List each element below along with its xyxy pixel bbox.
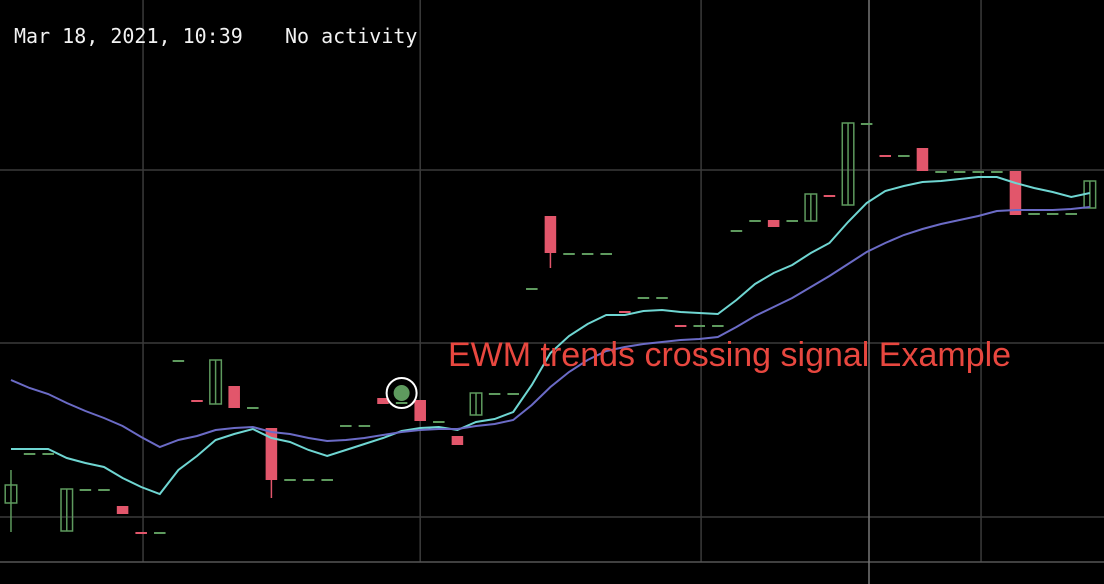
ewm-line [10,206,1090,449]
candle-body [712,325,724,327]
candle-body [321,479,333,481]
candle-body [563,253,575,255]
candle-body [879,155,892,157]
signal-ring [385,377,418,409]
annotation: EWM trends crossing signal Example [448,336,1011,374]
candle-body [507,393,519,395]
marks [4,122,1097,534]
candle-body [116,506,129,514]
candle-body [841,122,855,206]
candle-body [60,488,74,532]
candle-body [600,253,612,255]
candle-body [414,400,426,421]
candle-body [135,532,147,534]
candle-body [42,453,54,455]
candle-body [898,155,910,157]
signal-dot [393,385,410,401]
candle-body [79,489,92,491]
candle-body [693,325,705,327]
candle-body [823,195,836,197]
candle-body [469,392,483,416]
candle-body [916,148,929,171]
candle-body [804,193,818,222]
candle-body [265,428,278,480]
candle-body [98,489,110,491]
candle-body [656,297,668,299]
candle-body [358,425,371,427]
candle-body [935,171,947,173]
candle-body [1065,213,1078,215]
candle-body [991,171,1003,173]
candle-body [395,402,408,404]
candle-body [340,425,352,427]
candle-body [209,359,223,405]
ewm-line [10,176,1091,496]
candle-body [1046,213,1059,215]
candle-body [581,253,594,255]
candle-body [488,393,501,395]
candle-body [786,220,799,222]
candle-body [247,407,259,409]
candle-body [23,453,36,455]
grid [0,0,1104,562]
candle-body [619,311,631,313]
candle-body [953,171,966,173]
candle-body [730,230,743,232]
candle-body [1009,171,1022,215]
candle-body [544,216,557,253]
candle-body [302,479,315,481]
timestamp: Mar 18, 2021, 10:39 [14,24,243,48]
candle-body [972,171,985,173]
candle-body [433,421,445,423]
candle-body [172,360,185,362]
candle-body [284,479,296,481]
candle-body [451,436,464,445]
candle-body [767,220,780,227]
candle-body [228,386,240,408]
candle-body [674,325,687,327]
candle-body [4,484,18,504]
candle-body [191,400,203,402]
candle-body [377,398,389,404]
candle-body [1028,213,1040,215]
candle-body [749,220,761,222]
candle-body [637,297,650,299]
candle-body [526,288,538,290]
candle-body [154,532,166,534]
candle-body [860,123,873,125]
status: No activity [285,24,417,48]
